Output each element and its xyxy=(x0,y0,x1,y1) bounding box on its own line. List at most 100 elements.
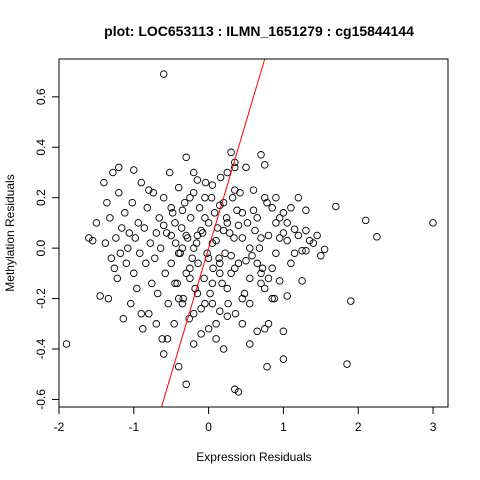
data-point xyxy=(249,186,258,194)
data-point xyxy=(159,70,168,78)
data-point xyxy=(182,380,190,389)
data-point xyxy=(145,309,153,318)
chart-title: plot: LOC653113 : ILMN_1651279 : cg15844… xyxy=(104,23,414,39)
data-point xyxy=(134,219,143,227)
data-point xyxy=(231,264,239,273)
data-point xyxy=(230,234,238,242)
data-point xyxy=(115,163,123,172)
data-point xyxy=(159,350,168,358)
data-point xyxy=(317,251,325,260)
y-axis-label: Methylation Residuals xyxy=(3,174,17,291)
data-point xyxy=(186,214,195,222)
data-point xyxy=(216,259,224,268)
data-point xyxy=(332,202,340,211)
data-point xyxy=(240,289,249,298)
x-tick-label: -1 xyxy=(128,420,139,434)
data-point xyxy=(110,264,119,273)
data-point xyxy=(186,193,194,202)
data-point xyxy=(227,148,235,157)
data-point xyxy=(139,325,147,333)
data-point xyxy=(223,312,232,320)
data-point xyxy=(260,161,269,169)
data-point xyxy=(109,168,117,177)
data-point xyxy=(189,188,198,197)
data-point xyxy=(231,385,239,394)
data-point xyxy=(155,214,163,222)
data-point xyxy=(264,274,273,283)
data-point xyxy=(223,219,232,227)
x-axis: -2 -1 0 1 2 3 xyxy=(54,406,437,434)
data-point xyxy=(215,254,223,262)
data-point xyxy=(290,225,299,233)
data-point xyxy=(180,198,189,207)
data-point xyxy=(162,229,171,237)
data-point xyxy=(159,193,168,202)
data-point xyxy=(228,193,237,202)
data-point xyxy=(242,163,250,172)
data-point xyxy=(204,219,213,227)
data-point xyxy=(201,193,209,202)
data-point xyxy=(219,198,228,207)
data-point xyxy=(290,249,299,257)
data-point xyxy=(238,234,247,242)
data-point xyxy=(208,299,217,308)
data-point xyxy=(216,173,225,182)
data-point xyxy=(209,264,217,273)
data-point xyxy=(222,214,231,222)
data-point xyxy=(264,320,273,328)
data-point xyxy=(149,188,158,197)
data-point xyxy=(62,340,71,348)
data-point xyxy=(186,274,194,283)
y-axis: -0.6 -0.4 -0.2 0.0 0.2 0.4 0.6 xyxy=(34,88,60,410)
data-point xyxy=(279,327,288,336)
data-point xyxy=(178,244,187,252)
data-point xyxy=(343,360,351,368)
data-point xyxy=(361,216,370,225)
data-point xyxy=(189,340,198,348)
data-point xyxy=(174,183,183,192)
data-point xyxy=(238,320,247,328)
data-point xyxy=(182,269,190,278)
data-point xyxy=(121,209,129,217)
data-point xyxy=(279,209,288,217)
data-point xyxy=(158,335,166,343)
data-point xyxy=(203,249,211,257)
data-point xyxy=(182,231,190,240)
data-point xyxy=(116,249,125,257)
data-point xyxy=(188,254,196,262)
data-point xyxy=(182,153,190,162)
data-point xyxy=(127,299,135,308)
data-point xyxy=(133,284,141,293)
data-point xyxy=(189,244,198,252)
data-point xyxy=(302,226,310,235)
data-point xyxy=(298,246,306,255)
data-point xyxy=(242,256,250,265)
data-point xyxy=(302,246,310,255)
data-point xyxy=(275,214,284,222)
data-point xyxy=(283,236,291,245)
data-point xyxy=(260,325,269,333)
data-point xyxy=(106,214,114,222)
data-point xyxy=(130,269,138,278)
data-point xyxy=(179,294,187,303)
data-point xyxy=(257,234,265,242)
data-point xyxy=(234,221,243,230)
data-point xyxy=(142,259,150,268)
x-tick-label: 3 xyxy=(430,420,437,434)
data-point xyxy=(145,186,153,194)
data-point xyxy=(156,244,165,252)
data-point xyxy=(171,219,179,227)
data-point xyxy=(185,314,193,323)
data-point xyxy=(200,274,208,283)
data-point xyxy=(167,231,175,240)
data-point xyxy=(168,209,177,217)
regression-line xyxy=(161,58,266,408)
data-point xyxy=(177,224,186,232)
data-point xyxy=(234,259,243,268)
data-point xyxy=(163,335,172,343)
data-point xyxy=(231,186,239,194)
x-tick-label: -2 xyxy=(54,420,65,434)
data-point xyxy=(253,214,261,222)
data-point xyxy=(227,269,235,278)
data-point xyxy=(223,168,232,177)
